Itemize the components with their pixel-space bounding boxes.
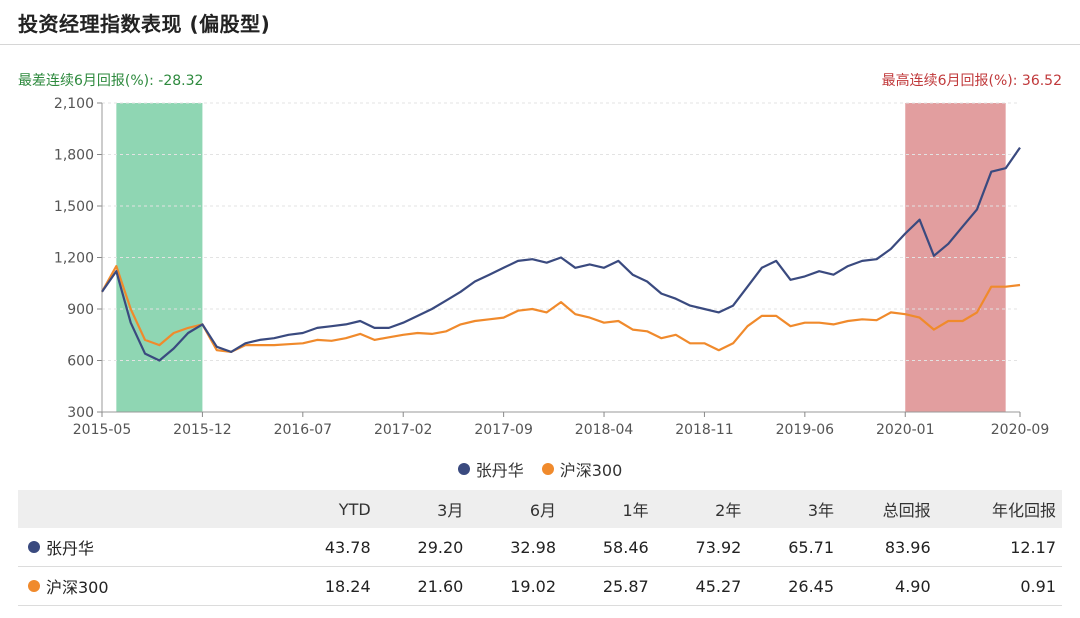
cell-value: 65.71 <box>788 537 835 557</box>
x-tick-label: 2019-06 <box>776 422 835 438</box>
cell-value: 19.02 <box>510 576 557 596</box>
table-header-row: YTD 3月 6月 1年 2年 3年 总回报 年化回报 <box>18 490 1062 528</box>
series-line-index <box>101 265 1021 353</box>
row-name-cell: 张丹华 <box>18 528 284 567</box>
cell-value: 12.17 <box>1010 537 1056 557</box>
table-row: 沪深300 18.24 21.60 19.02 25.87 45.27 26.4… <box>18 567 1062 606</box>
x-tick-label: 2015-12 <box>173 422 232 438</box>
title-divider <box>0 44 1080 45</box>
legend-label-manager: 张丹华 <box>475 461 524 480</box>
series-line-manager <box>101 146 1021 362</box>
header-3m: 3月 <box>437 501 464 520</box>
returns-table: YTD 3月 6月 1年 2年 3年 总回报 年化回报 张丹华 43.78 29… <box>18 490 1062 606</box>
row-name-manager: 张丹华 <box>46 539 95 558</box>
y-tick-label: 900 <box>67 302 94 318</box>
row-dot-index <box>28 580 40 592</box>
cell-value: 26.45 <box>788 576 835 596</box>
x-tick-label: 2017-09 <box>474 422 533 438</box>
legend-label-index: 沪深300 <box>559 461 623 480</box>
header-3y: 3年 <box>807 501 835 520</box>
row-name-index: 沪深300 <box>46 578 109 597</box>
y-tick-label: 1,200 <box>54 251 94 267</box>
cell-value: 21.60 <box>417 576 464 596</box>
x-tick-label: 2016-07 <box>274 422 333 438</box>
x-tick-label: 2020-09 <box>991 422 1050 438</box>
cell-value: 29.20 <box>417 537 464 557</box>
header-total: 总回报 <box>882 501 931 520</box>
y-tick-label: 300 <box>67 405 94 421</box>
performance-line-chart: 300 600 900 1,200 1,500 1,800 2,100 2015-05 2015… <box>54 96 1050 438</box>
header-annualized: 年化回报 <box>991 501 1056 520</box>
x-tick-label: 2017-02 <box>374 422 433 438</box>
cell-value: 32.98 <box>510 537 557 557</box>
page-title: 投资经理指数表现 (偏股型) <box>18 12 271 36</box>
table-row: 张丹华 43.78 29.20 32.98 58.46 73.92 65.71 … <box>18 528 1062 567</box>
cell-value: 4.90 <box>895 576 931 596</box>
cell-value: 73.92 <box>695 537 742 557</box>
cell-value: 45.27 <box>695 576 742 596</box>
header-6m: 6月 <box>529 501 557 520</box>
cell-value: 58.46 <box>602 537 649 557</box>
header-ytd: YTD <box>338 499 371 519</box>
y-tick-label: 1,800 <box>54 148 94 164</box>
y-tick-label: 2,100 <box>54 96 94 112</box>
y-tick-label: 1,500 <box>54 199 94 215</box>
row-dot-manager <box>28 541 40 553</box>
row-name-cell: 沪深300 <box>18 567 284 606</box>
cell-value: 43.78 <box>324 537 371 557</box>
cell-value: 18.24 <box>324 576 371 596</box>
cell-value: 0.91 <box>1020 576 1056 596</box>
header-name <box>18 490 284 528</box>
legend-item-index[interactable]: 沪深300 <box>541 457 623 481</box>
best-6m-annotation: 最高连续6月回报(%): 36.52 <box>881 73 1062 89</box>
cell-value: 25.87 <box>602 576 649 596</box>
cell-value: 83.96 <box>884 537 931 557</box>
chart-legend: 张丹华 沪深300 <box>0 457 1080 481</box>
header-2y: 2年 <box>715 501 742 520</box>
legend-item-manager[interactable]: 张丹华 <box>457 457 524 481</box>
y-tick-label: 600 <box>67 354 94 370</box>
legend-dot-index <box>541 463 554 475</box>
x-tick-label: 2018-04 <box>575 422 634 438</box>
worst-6m-band <box>116 103 203 412</box>
header-1y: 1年 <box>622 501 649 520</box>
x-tick-label: 2018-11 <box>675 422 734 438</box>
x-tick-label: 2015-05 <box>73 422 132 438</box>
x-tick-label: 2020-01 <box>876 422 935 438</box>
worst-6m-annotation: 最差连续6月回报(%): -28.32 <box>18 73 204 89</box>
legend-dot-manager <box>457 463 470 475</box>
